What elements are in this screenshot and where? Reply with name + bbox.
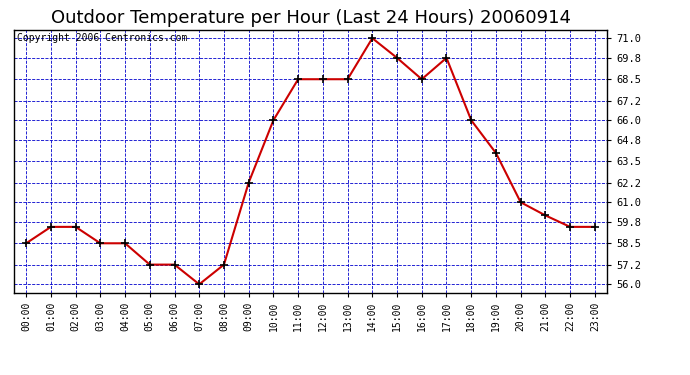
- Text: Copyright 2006 Centronics.com: Copyright 2006 Centronics.com: [17, 33, 187, 43]
- Title: Outdoor Temperature per Hour (Last 24 Hours) 20060914: Outdoor Temperature per Hour (Last 24 Ho…: [50, 9, 571, 27]
